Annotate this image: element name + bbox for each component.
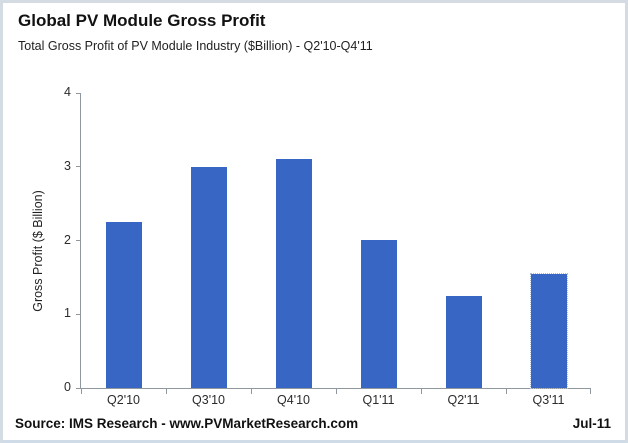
y-axis-tick-mark [76, 92, 81, 94]
bar-q311 [530, 273, 568, 389]
x-axis-tick-mark [251, 389, 252, 394]
x-axis-tick-mark [166, 389, 167, 394]
y-axis-tick-label: 3 [64, 158, 71, 173]
x-axis-tick-label: Q3'11 [532, 393, 565, 407]
x-axis-tick-mark [506, 389, 507, 394]
plot-area: 0 1 2 3 4 Q2'10 Q3'10 Q4'10 Q1'11 Q2'11 Q3'11 [64, 85, 591, 407]
x-axis-tick-mark [590, 389, 591, 394]
y-axis-tick-mark [76, 387, 81, 389]
bar-q310 [191, 167, 227, 388]
y-axis-tick-mark [76, 166, 81, 168]
x-axis-tick-label: Q1'11 [362, 393, 395, 407]
x-axis-tick-mark [336, 389, 337, 394]
report-date: Jul-11 [572, 416, 611, 431]
x-axis-tick-label: Q2'11 [447, 393, 480, 407]
y-axis-tick-label: 1 [64, 306, 71, 321]
y-axis-tick-label: 4 [64, 85, 71, 99]
y-axis-tick-mark [76, 240, 81, 241]
bar-q211 [446, 296, 482, 388]
chart-subtitle: Total Gross Profit of PV Module Industry… [18, 39, 373, 53]
chart-title: Global PV Module Gross Profit [18, 11, 266, 30]
y-axis-tick-label: 2 [64, 232, 71, 247]
y-axis-tick-label: 0 [64, 380, 71, 394]
x-axis-tick-mark [81, 389, 82, 394]
x-axis-tick-label: Q3'10 [192, 393, 225, 407]
y-axis-title: Gross Profit ($ Billion) [31, 190, 45, 312]
x-axis-tick-label: Q2'10 [107, 393, 140, 407]
x-axis-tick-mark [421, 389, 422, 394]
x-axis-tick-label: Q4'10 [277, 393, 310, 407]
bar-q410 [276, 159, 312, 388]
source-credit: Source: IMS Research - www.PVMarketResea… [15, 416, 359, 431]
bar-q111 [361, 240, 397, 388]
bar-q210 [106, 222, 142, 388]
y-axis-tick-mark [76, 313, 81, 315]
